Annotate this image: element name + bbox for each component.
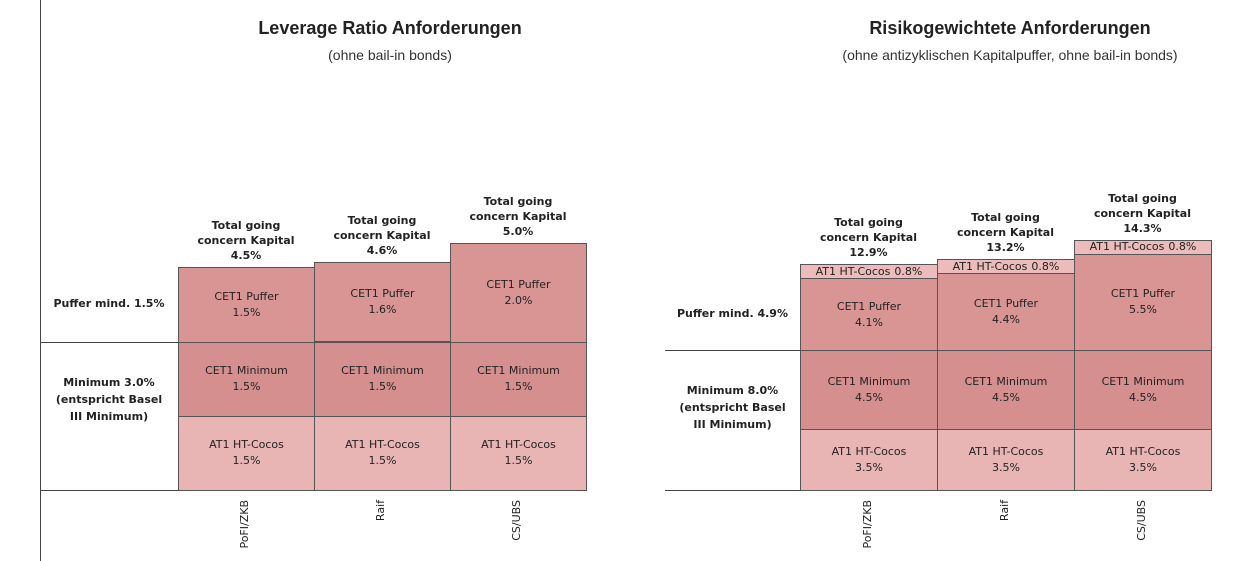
total-label: Total going concern Kapital 4.5% bbox=[178, 218, 314, 263]
value-label: 2.0% bbox=[504, 293, 533, 307]
bar-segment: CET1 Puffer 2.0% bbox=[450, 242, 587, 343]
total-name: Total going concern Kapital bbox=[469, 194, 567, 223]
value-label: 4.5% bbox=[1129, 390, 1157, 404]
segment-name: AT1 HT-Cocos bbox=[952, 259, 1028, 273]
bar-segment: CET1 Minimum 4.5% bbox=[937, 350, 1075, 430]
segment-name: AT1 HT-Cocos bbox=[1089, 240, 1165, 254]
value-label: 5.5% bbox=[1129, 303, 1157, 317]
x-tick-label: PoFI/ZKB bbox=[860, 500, 874, 549]
segment-name: CET1 Minimum bbox=[964, 374, 1048, 388]
chart-subtitle: (ohne bail-in bonds) bbox=[328, 47, 452, 63]
total-label: Total going concern Kapital 5.0% bbox=[450, 194, 586, 239]
value-label: 4.1% bbox=[855, 315, 883, 329]
bar-segment: AT1 HT-Cocos 0.8% bbox=[937, 259, 1075, 274]
bar-segment: CET1 Minimum 1.5% bbox=[314, 341, 451, 417]
bar-segment: CET1 Puffer 1.5% bbox=[178, 267, 315, 343]
annotation: Puffer mind. 1.5% bbox=[53, 297, 165, 311]
x-tick-label: PoFI/ZKB bbox=[238, 500, 251, 549]
value-label: 1.5% bbox=[232, 305, 261, 319]
segment-name: AT1 HT-Cocos bbox=[481, 438, 556, 452]
value-label: 1.5% bbox=[232, 454, 261, 468]
bar-segment: AT1 HT-Cocos 3.5% bbox=[937, 428, 1075, 491]
segment-name: AT1 HT-Cocos bbox=[815, 264, 891, 278]
bar-segment: CET1 Puffer 5.5% bbox=[1074, 253, 1212, 351]
total-name: Total going concern Kapital bbox=[1093, 191, 1192, 220]
bar-segment: CET1 Puffer 4.4% bbox=[937, 273, 1075, 351]
segment-name: CET1 Puffer bbox=[350, 287, 415, 301]
total-name: Total going concern Kapital bbox=[333, 214, 431, 243]
x-tick-label: CS/UBS bbox=[1134, 500, 1148, 541]
value-label: 1.5% bbox=[368, 380, 397, 394]
annotation: Minimum 3.0% (entspricht Basel III Minim… bbox=[55, 375, 163, 423]
left-border bbox=[40, 0, 41, 561]
total-name: Total going concern Kapital bbox=[197, 219, 295, 248]
value-label: 4.5% bbox=[992, 390, 1020, 404]
annotation: Minimum 8.0% (entspricht Basel III Minim… bbox=[679, 384, 786, 431]
bar-segment: AT1 HT-Cocos 0.8% bbox=[800, 264, 938, 280]
bar-segment: CET1 Minimum 1.5% bbox=[450, 341, 587, 417]
segment-name: CET1 Minimum bbox=[1101, 374, 1185, 388]
segment-name: AT1 HT-Cocos bbox=[1105, 444, 1181, 458]
bar-segment: CET1 Minimum 4.5% bbox=[1074, 350, 1212, 430]
bar-segment: AT1 HT-Cocos 0.8% bbox=[1074, 239, 1212, 255]
value-label: 4.5% bbox=[855, 390, 883, 404]
value-label: 3.5% bbox=[992, 460, 1020, 474]
bar-segment: CET1 Minimum 1.5% bbox=[178, 341, 315, 417]
annotation: Puffer mind. 4.9% bbox=[677, 307, 788, 321]
value-label: 3.5% bbox=[1129, 460, 1157, 474]
segment-name: AT1 HT-Cocos bbox=[209, 438, 284, 452]
bar-segment: CET1 Puffer 1.6% bbox=[314, 262, 451, 343]
bar-segment: AT1 HT-Cocos 1.5% bbox=[314, 415, 451, 491]
total-value: 13.2% bbox=[986, 241, 1025, 254]
value-label: 1.5% bbox=[504, 454, 533, 468]
total-label: Total going concern Kapital 14.3% bbox=[1074, 191, 1211, 236]
total-name: Total going concern Kapital bbox=[819, 216, 918, 245]
segment-name: AT1 HT-Cocos bbox=[345, 438, 420, 452]
bar-segment: AT1 HT-Cocos 3.5% bbox=[1074, 428, 1212, 491]
segment-name: CET1 Puffer bbox=[486, 277, 551, 291]
x-tick-label: Raif bbox=[374, 500, 387, 522]
segment-name: CET1 Puffer bbox=[973, 297, 1039, 310]
total-value: 4.5% bbox=[230, 249, 262, 263]
value-label: 1.6% bbox=[368, 303, 397, 317]
chart-subtitle: (ohne antizyklischen Kapitalpuffer, ohne… bbox=[842, 47, 1178, 63]
value-label: 1.5% bbox=[504, 380, 533, 394]
bar-segment: AT1 HT-Cocos 3.5% bbox=[800, 428, 938, 491]
x-tick-label: Raif bbox=[997, 500, 1011, 522]
total-value: 12.9% bbox=[849, 246, 888, 260]
bar-segment: AT1 HT-Cocos 1.5% bbox=[178, 415, 315, 491]
value-label: 0.8% bbox=[1031, 259, 1060, 273]
total-name: Total going concern Kapital bbox=[956, 211, 1055, 239]
bar-segment: CET1 Minimum 4.5% bbox=[800, 350, 938, 430]
segment-name: CET1 Puffer bbox=[836, 299, 902, 313]
value-label: 4.4% bbox=[992, 313, 1020, 326]
segment-name: CET1 Minimum bbox=[205, 364, 288, 378]
chart-title: Leverage Ratio Anforderungen bbox=[258, 18, 522, 38]
segment-name: CET1 Minimum bbox=[827, 374, 911, 388]
total-label: Total going concern Kapital 12.9% bbox=[800, 215, 937, 260]
total-value: 5.0% bbox=[502, 224, 534, 238]
segment-name: CET1 Minimum bbox=[341, 364, 424, 378]
x-tick-label: CS/UBS bbox=[510, 500, 523, 541]
segment-name: CET1 Puffer bbox=[214, 289, 279, 303]
value-label: 0.8% bbox=[894, 264, 923, 278]
segment-name: CET1 Puffer bbox=[1110, 287, 1176, 301]
value-label: 1.5% bbox=[368, 454, 397, 468]
bar-segment: CET1 Puffer 4.1% bbox=[800, 278, 938, 351]
bar-segment: AT1 HT-Cocos 1.5% bbox=[450, 415, 587, 491]
chart-title: Risikogewichtete Anforderungen bbox=[869, 18, 1151, 38]
separator-line bbox=[40, 341, 178, 343]
separator-line bbox=[665, 350, 800, 351]
value-label: 0.8% bbox=[1168, 240, 1197, 254]
value-label: 3.5% bbox=[855, 460, 883, 474]
segment-name: AT1 HT-Cocos bbox=[831, 444, 907, 458]
value-label: 1.5% bbox=[232, 380, 261, 394]
total-label: Total going concern Kapital 4.6% bbox=[314, 213, 450, 258]
total-label: Total going concern Kapital 13.2% bbox=[937, 210, 1074, 255]
segment-name: AT1 HT-Cocos bbox=[968, 444, 1044, 458]
total-value: 4.6% bbox=[366, 244, 398, 258]
total-value: 14.3% bbox=[1123, 221, 1162, 235]
segment-name: CET1 Minimum bbox=[477, 364, 560, 378]
